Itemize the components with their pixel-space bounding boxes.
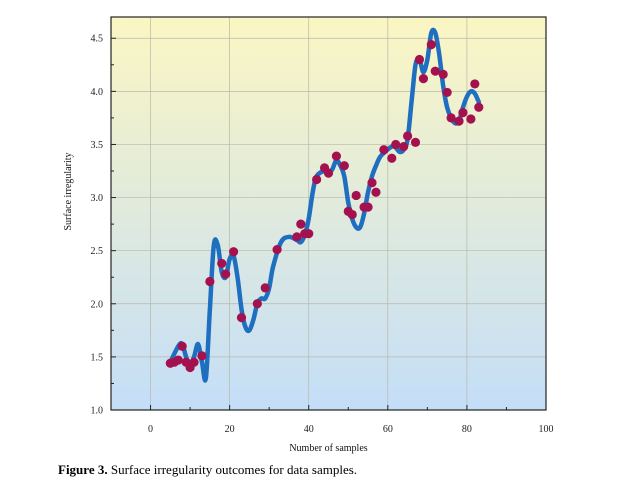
y-tick-label: 3.0 bbox=[91, 193, 104, 204]
y-tick-label: 2.0 bbox=[91, 299, 104, 310]
x-tick-label: 60 bbox=[383, 424, 393, 435]
y-tick-label: 4.0 bbox=[91, 87, 104, 98]
data-point bbox=[331, 151, 342, 161]
data-point bbox=[197, 351, 207, 361]
data-point bbox=[304, 229, 314, 239]
data-point bbox=[339, 161, 349, 171]
figure-caption-label: Figure 3. bbox=[58, 462, 108, 477]
data-point bbox=[260, 283, 270, 293]
y-tick-label: 1.5 bbox=[91, 352, 104, 363]
figure-caption: Figure 3. Surface irregularity outcomes … bbox=[58, 462, 357, 478]
x-tick-label: 80 bbox=[462, 424, 472, 435]
data-point bbox=[430, 66, 440, 76]
x-tick-label: 20 bbox=[225, 424, 235, 435]
data-point bbox=[347, 209, 357, 220]
y-tick-label: 4.5 bbox=[91, 34, 104, 45]
data-point bbox=[272, 245, 282, 255]
y-tick-labels: 1.0 1.5 2.0 2.5 3.0 3.5 4.0 4.5 bbox=[91, 34, 104, 417]
data-point bbox=[221, 269, 231, 279]
data-point bbox=[387, 153, 397, 163]
data-point bbox=[363, 202, 373, 212]
data-point bbox=[205, 276, 215, 287]
data-point bbox=[351, 190, 361, 201]
data-point bbox=[470, 79, 480, 89]
data-point bbox=[367, 178, 377, 188]
chart: 0 20 40 60 80 100 1.0 1.5 2.0 2.5 3.0 3.5 4.0 4.5 Nu… bbox=[63, 16, 554, 454]
x-tick-label: 40 bbox=[304, 424, 314, 435]
y-tick-label: 1.0 bbox=[91, 406, 104, 417]
data-points bbox=[165, 40, 484, 373]
data-point bbox=[414, 54, 425, 65]
data-point bbox=[236, 312, 247, 323]
x-axis-title: Number of samples bbox=[289, 443, 367, 454]
x-tick-label: 100 bbox=[539, 424, 554, 435]
data-point bbox=[217, 258, 227, 269]
data-point bbox=[466, 114, 476, 124]
data-point bbox=[252, 299, 262, 309]
data-point bbox=[391, 139, 401, 150]
data-point bbox=[402, 131, 413, 141]
data-point bbox=[410, 137, 421, 147]
data-point bbox=[438, 69, 448, 79]
plot-frame bbox=[110, 16, 547, 411]
data-point bbox=[474, 102, 484, 112]
y-tick-label: 3.5 bbox=[91, 140, 104, 151]
x-tick-label: 0 bbox=[148, 424, 153, 435]
data-point bbox=[173, 355, 183, 365]
data-point bbox=[189, 357, 199, 367]
data-point bbox=[426, 40, 436, 50]
data-point bbox=[296, 219, 306, 229]
data-point bbox=[418, 74, 429, 84]
data-point bbox=[399, 141, 409, 152]
axis-ticks bbox=[110, 37, 547, 411]
data-point bbox=[458, 107, 468, 118]
data-point bbox=[446, 113, 456, 123]
data-point bbox=[228, 247, 239, 257]
data-point bbox=[371, 187, 381, 197]
y-tick-label: 2.5 bbox=[91, 246, 104, 257]
figure-caption-text: Surface irregularity outcomes for data s… bbox=[107, 462, 358, 477]
data-point bbox=[323, 168, 334, 178]
data-point bbox=[177, 341, 187, 351]
data-point bbox=[292, 232, 302, 242]
data-point bbox=[442, 87, 452, 98]
y-axis-title: Surface irregularity bbox=[63, 152, 74, 230]
data-point bbox=[379, 145, 389, 155]
x-tick-labels: 0 20 40 60 80 100 bbox=[148, 424, 553, 435]
data-point bbox=[454, 116, 464, 126]
data-point bbox=[312, 174, 322, 185]
